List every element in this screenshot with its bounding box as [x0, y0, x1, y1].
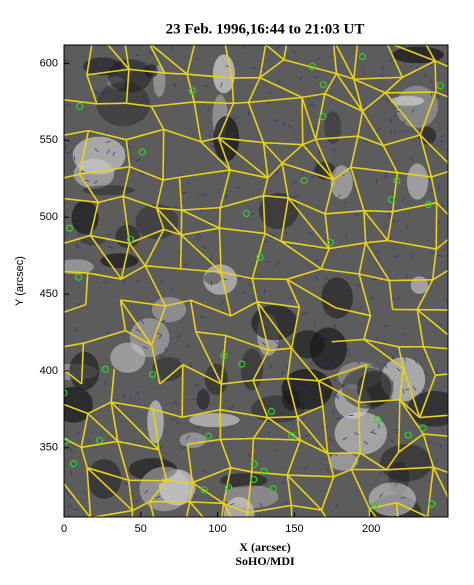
network-boundary	[252, 279, 287, 280]
network-boundary	[182, 536, 219, 537]
network-boundary	[400, 541, 419, 547]
x-tick-label: 0	[61, 523, 67, 535]
image-patch	[205, 364, 228, 395]
network-boundary	[123, 31, 149, 43]
network-boundary	[57, 29, 94, 42]
network-boundary	[435, 61, 436, 92]
image-patch	[411, 276, 428, 294]
network-boundary	[268, 417, 298, 418]
network-boundary	[130, 539, 159, 552]
network-boundary	[389, 280, 432, 281]
x-tick-label: 200	[362, 523, 380, 535]
magnetogram-image	[45, 26, 471, 555]
x-tick-label: 50	[135, 523, 147, 535]
network-boundary	[181, 235, 182, 269]
network-boundary	[233, 102, 248, 103]
image-patch	[369, 482, 416, 516]
image-patch	[69, 352, 99, 391]
network-boundary	[462, 72, 463, 102]
network-boundary	[46, 482, 62, 503]
y-tick-label: 450	[40, 288, 58, 300]
network-boundary	[464, 310, 467, 350]
y-axis-label: Y (arcsec)	[14, 256, 26, 306]
network-boundary	[90, 552, 130, 555]
y-tick-label: 500	[40, 211, 58, 223]
network-boundary	[182, 365, 183, 418]
image-patch	[241, 349, 263, 391]
image-patch	[189, 413, 240, 427]
network-boundary	[369, 536, 400, 546]
network-boundary	[45, 100, 62, 139]
image-patch	[407, 163, 428, 199]
image-patch	[179, 432, 206, 447]
network-boundary	[94, 29, 123, 31]
network-boundary	[45, 249, 56, 271]
credit: SoHO/MDI	[235, 554, 295, 568]
network-boundary	[97, 103, 127, 104]
network-boundary	[460, 263, 464, 310]
network-boundary	[459, 519, 469, 536]
network-boundary	[159, 537, 182, 539]
image-patch	[152, 297, 186, 322]
network-boundary	[224, 38, 266, 45]
network-boundary	[454, 350, 466, 373]
image-patch	[329, 452, 359, 470]
x-tick-label: 150	[285, 523, 303, 535]
title: 23 Feb. 1996,16:44 to 21:03 UT	[166, 21, 365, 37]
network-boundary	[425, 37, 454, 44]
image-patch	[100, 253, 138, 268]
network-boundary	[302, 97, 303, 144]
network-boundary	[460, 229, 461, 263]
network-boundary	[219, 208, 220, 228]
network-boundary	[52, 536, 90, 555]
network-boundary	[468, 414, 471, 438]
network-boundary	[451, 438, 470, 474]
network-boundary	[385, 92, 436, 93]
x-tick-label: 100	[208, 523, 226, 535]
x-axis-label: X (arcsec)	[239, 540, 290, 554]
y-tick-label: 600	[40, 57, 58, 69]
image-patch	[197, 389, 210, 410]
network-boundary	[52, 178, 65, 198]
y-tick-label: 400	[40, 365, 58, 377]
image-patch	[130, 318, 170, 357]
network-boundary	[328, 453, 360, 454]
network-boundary	[419, 517, 427, 541]
network-boundary	[163, 129, 164, 180]
image-patch	[407, 391, 461, 427]
image-patch	[204, 272, 221, 284]
image-patch	[251, 305, 297, 340]
network-boundary	[54, 433, 63, 482]
y-tick-label: 550	[40, 134, 58, 146]
network-boundary	[386, 42, 425, 43]
y-tick-label: 350	[40, 442, 58, 454]
network-boundary	[454, 373, 467, 413]
network-boundary	[454, 37, 461, 73]
network-boundary	[54, 401, 55, 433]
network-boundary	[364, 211, 393, 212]
image-patch	[87, 459, 121, 499]
network-boundary	[419, 536, 468, 541]
network-boundary	[220, 438, 253, 439]
network-boundary	[46, 503, 52, 536]
network-boundary	[59, 313, 61, 348]
network-boundary	[293, 535, 337, 555]
